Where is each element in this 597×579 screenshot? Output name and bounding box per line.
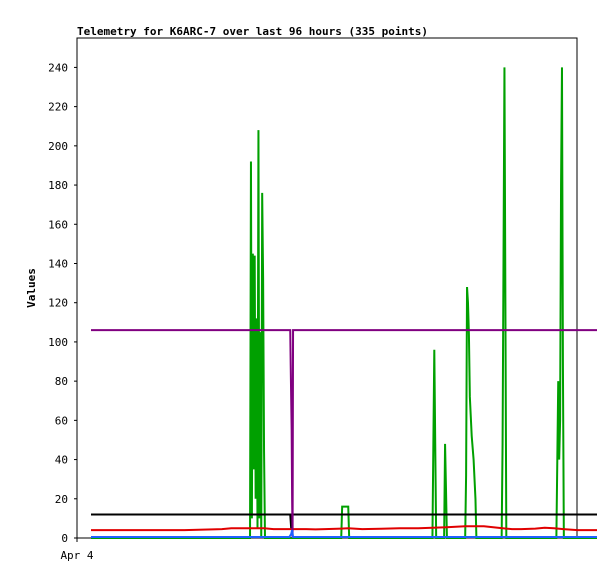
x-tick-label: Apr 4 (60, 549, 93, 562)
plot-area-frame (76, 37, 578, 539)
y-tick-label: 200 (48, 140, 68, 153)
y-tick-label: 40 (55, 454, 68, 467)
chart-title: Telemetry for K6ARC-7 over last 96 hours… (77, 25, 428, 38)
y-tick-label: 80 (55, 375, 68, 388)
y-tick-label: 160 (48, 218, 68, 231)
y-axis-label: Values (25, 268, 38, 308)
y-tick-label: 100 (48, 336, 68, 349)
series-lines (91, 67, 597, 539)
y-tick-label: 180 (48, 179, 68, 192)
y-tick-label: 240 (48, 61, 68, 74)
y-tick-label: 140 (48, 257, 68, 270)
y-tick-label: 20 (55, 493, 68, 506)
series-line-4 (91, 329, 597, 539)
x-axis-ticks: Apr 4 (60, 538, 94, 562)
series-line-3 (91, 513, 597, 529)
y-tick-label: 120 (48, 297, 68, 310)
y-tick-label: 0 (61, 532, 68, 545)
y-tick-label: 60 (55, 414, 68, 427)
y-axis-ticks: 0 20 40 60 80 100 120 140 160 180 200 220 240 (48, 61, 77, 545)
series-line-2 (91, 525, 597, 532)
y-tick-label: 220 (48, 101, 68, 114)
series-line-5 (91, 529, 597, 539)
